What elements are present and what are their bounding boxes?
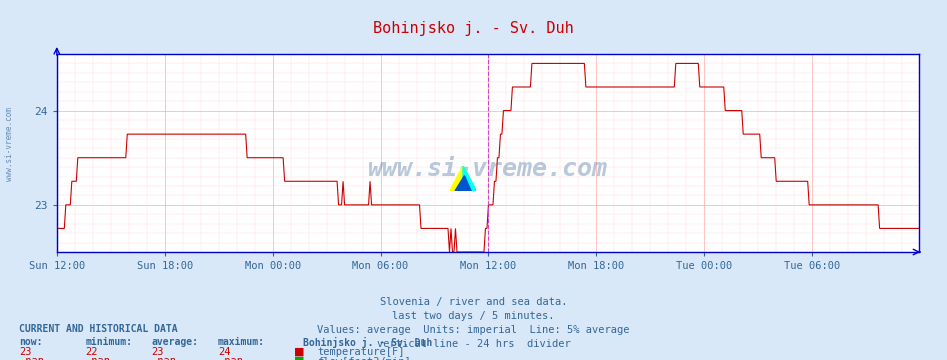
Text: -nan: -nan bbox=[19, 356, 44, 360]
Text: -nan: -nan bbox=[85, 356, 110, 360]
Text: -nan: -nan bbox=[152, 356, 176, 360]
Text: temperature[F]: temperature[F] bbox=[317, 347, 404, 357]
Text: www.si-vreme.com: www.si-vreme.com bbox=[367, 157, 608, 181]
Text: ■: ■ bbox=[294, 355, 304, 360]
Text: 23: 23 bbox=[152, 347, 164, 357]
Polygon shape bbox=[450, 166, 476, 191]
Polygon shape bbox=[456, 176, 471, 191]
Text: 24: 24 bbox=[218, 347, 230, 357]
Text: CURRENT AND HISTORICAL DATA: CURRENT AND HISTORICAL DATA bbox=[19, 324, 178, 334]
Polygon shape bbox=[463, 166, 476, 191]
Text: Bohinjsko j. - Sv. Duh: Bohinjsko j. - Sv. Duh bbox=[373, 21, 574, 36]
Text: now:: now: bbox=[19, 337, 43, 347]
Text: www.si-vreme.com: www.si-vreme.com bbox=[5, 107, 14, 181]
Text: ■: ■ bbox=[294, 346, 304, 356]
Text: Slovenia / river and sea data.
last two days / 5 minutes.
Values: average  Units: Slovenia / river and sea data. last two … bbox=[317, 297, 630, 349]
Text: 22: 22 bbox=[85, 347, 98, 357]
Text: Bohinjsko j. - Sv. Duh: Bohinjsko j. - Sv. Duh bbox=[303, 337, 432, 348]
Text: minimum:: minimum: bbox=[85, 337, 133, 347]
Text: -nan: -nan bbox=[218, 356, 242, 360]
Text: 23: 23 bbox=[19, 347, 31, 357]
Text: maximum:: maximum: bbox=[218, 337, 265, 347]
Text: flow[foot3/min]: flow[foot3/min] bbox=[317, 356, 411, 360]
Text: average:: average: bbox=[152, 337, 199, 347]
